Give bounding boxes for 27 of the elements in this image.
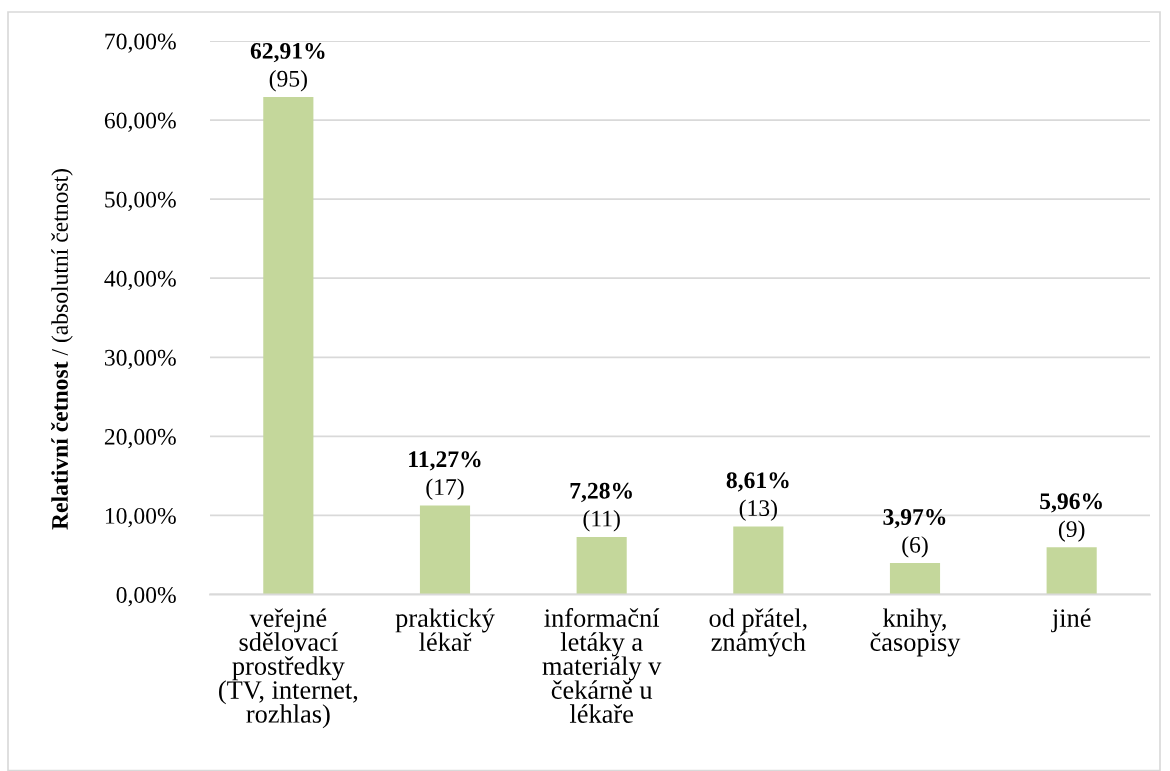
y-tick-label: 0,00% <box>116 586 176 607</box>
y-axis-title: Relativní četnost / (absolutní četnost) <box>51 169 73 530</box>
y-tick-label: 60,00% <box>104 112 176 132</box>
x-tick-label: veřejné sdělovací prostředky (TV, internet, rozhlas) <box>219 608 358 729</box>
y-tick-label: 10,00% <box>105 507 176 528</box>
x-tick-label: praktický lékař <box>395 608 495 651</box>
data-label: 11,27% (17) <box>409 451 481 500</box>
x-tick-label: od přátel, známých <box>709 608 807 657</box>
x-tick-label: knihy, časopisy <box>870 608 961 657</box>
data-label: 7,28% (11) <box>570 482 632 532</box>
bar <box>419 505 471 595</box>
bar <box>576 536 627 595</box>
bar <box>733 526 784 595</box>
data-label: 8,61% (13) <box>726 472 789 521</box>
x-tick-label: informační letáky a materiály v čekárně u lékaře <box>542 608 662 723</box>
bar <box>263 97 314 595</box>
data-label: 3,97% (6) <box>883 508 946 558</box>
x-tick-label: jiné <box>1051 608 1091 633</box>
y-tick-label: 50,00% <box>105 191 176 211</box>
y-tick-label: 20,00% <box>104 428 176 449</box>
y-tick-label: 40,00% <box>104 270 176 291</box>
y-tick-label: 70,00% <box>105 33 176 53</box>
data-label: 5,96% (9) <box>1040 493 1102 542</box>
y-tick-label: 30,00% <box>105 349 176 370</box>
bar <box>1046 547 1097 595</box>
bar <box>889 563 941 595</box>
data-label: 62,91% (95) <box>250 42 325 92</box>
